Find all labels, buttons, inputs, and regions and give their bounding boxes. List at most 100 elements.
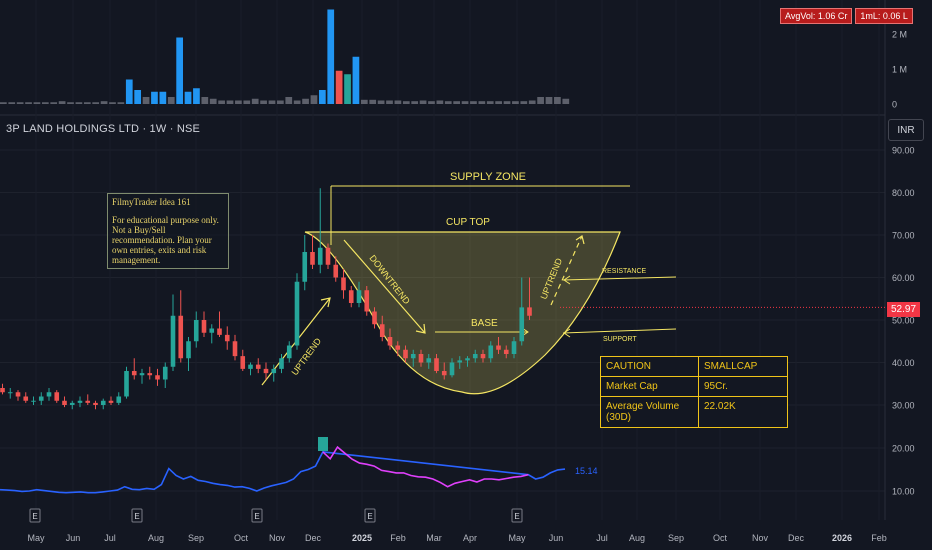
candle-body (511, 341, 517, 354)
last-volume-badge: 1mL: 0.06 L (855, 8, 913, 24)
idea-note: FilmyTrader Idea 161 For educational pur… (107, 193, 229, 269)
volume-bar (50, 102, 58, 104)
earnings-icon (511, 508, 523, 523)
candle-body (15, 392, 21, 397)
candle-body (472, 354, 478, 359)
volume-bar (528, 100, 536, 104)
earnings-label: E (254, 512, 259, 521)
candle-body (139, 373, 145, 376)
candle-body (364, 290, 370, 312)
volume-bar (545, 97, 553, 104)
volume-bar (293, 100, 301, 104)
last-price-tag: 52.97 (887, 302, 921, 317)
volume-bar (226, 100, 234, 104)
candle-body (46, 392, 52, 397)
table-row: CAUTION SMALLCAP (600, 356, 788, 377)
candle-body (395, 345, 401, 350)
time-tick-label: Sep (188, 533, 204, 543)
info-value: 22.02K (698, 396, 788, 428)
price-tick-label: 70.00 (892, 231, 915, 241)
time-tick-label: Jun (549, 533, 564, 543)
downtrend-arrowhead (415, 323, 426, 334)
info-key: Market Cap (600, 376, 699, 397)
candle-body (93, 402, 98, 405)
volume-bar (142, 97, 150, 104)
time-tick-label: Sep (668, 533, 684, 543)
info-key: CAUTION (600, 356, 699, 377)
candle-body (170, 315, 176, 367)
volume-bar (402, 101, 410, 104)
volume-bar (428, 101, 435, 104)
candle-body (193, 320, 199, 342)
volume-tick-label: 0 (892, 100, 897, 110)
candle-body (418, 354, 424, 363)
currency-button[interactable]: INR (888, 119, 924, 141)
volume-bar (411, 101, 419, 104)
time-tick-label: Jun (66, 533, 81, 543)
volume-bar (461, 101, 469, 104)
base-label: BASE (471, 318, 498, 329)
candle-body (410, 354, 416, 359)
candle-body (108, 400, 114, 403)
candle-body (519, 307, 525, 342)
candle-body (271, 368, 277, 374)
info-value: 95Cr. (698, 376, 788, 397)
candle-body (302, 252, 308, 282)
resistance-line (562, 276, 677, 281)
candle-body (124, 371, 129, 397)
volume-bar (352, 56, 360, 104)
candle-body (341, 277, 346, 291)
candle-body (147, 373, 153, 376)
volume-bar (360, 99, 368, 104)
time-tick-label: May (27, 533, 45, 543)
volume-badges: AvgVol: 1.06 Cr 1mL: 0.06 L (780, 8, 913, 24)
volume-bar (369, 99, 377, 104)
candle-body (77, 400, 83, 403)
indicator-tick-label: 10.00 (892, 487, 915, 497)
volume-bar (260, 100, 267, 104)
uptrend-arrowhead-right (575, 235, 585, 245)
info-table: CAUTION SMALLCAP Market Cap 95Cr. Average … (600, 356, 788, 428)
avg-volume-badge: AvgVol: 1.06 Cr (780, 8, 853, 24)
symbol-title: 3P LAND HOLDINGS LTD · 1W · NSE (6, 123, 201, 135)
candle-body (116, 396, 122, 403)
volume-bar (193, 88, 200, 104)
volume-bar (33, 102, 41, 104)
volume-bar (8, 102, 16, 104)
candle-body (178, 315, 184, 359)
volume-bar (302, 98, 309, 104)
time-tick-label: May (508, 533, 526, 543)
candle-body (217, 328, 222, 335)
idea-note-body: For educational purpose only. Not a Buy/… (112, 215, 219, 265)
candle-body (457, 360, 463, 363)
candle-body (0, 388, 5, 393)
volume-bar (109, 102, 116, 104)
volume-bar (151, 91, 158, 104)
volume-bar (25, 102, 32, 104)
volume-bar (218, 100, 225, 104)
volume-bar (394, 100, 402, 104)
earnings-label: E (367, 512, 372, 521)
volume-bar (159, 91, 167, 104)
volume-bar (537, 97, 544, 104)
volume-tick-label: 2 M (892, 30, 907, 40)
candle-body (100, 400, 106, 405)
volume-bar (512, 101, 519, 104)
time-tick-label: Feb (390, 533, 406, 543)
volume-bar (0, 102, 7, 104)
time-tick-label: Aug (148, 533, 164, 543)
volume-bar (243, 100, 251, 104)
candle-body (279, 358, 284, 369)
volume-bar (83, 102, 91, 104)
volume-bar (486, 101, 494, 104)
earnings-label: E (32, 512, 37, 521)
candle-body (310, 252, 315, 265)
volume-bar (67, 102, 74, 104)
candle-body (85, 400, 91, 403)
candle-body (387, 337, 393, 346)
time-tick-label: Nov (269, 533, 286, 543)
candle-body (403, 349, 408, 359)
candle-body (209, 328, 215, 333)
uptrend-left-label: UPTREND (290, 336, 324, 377)
